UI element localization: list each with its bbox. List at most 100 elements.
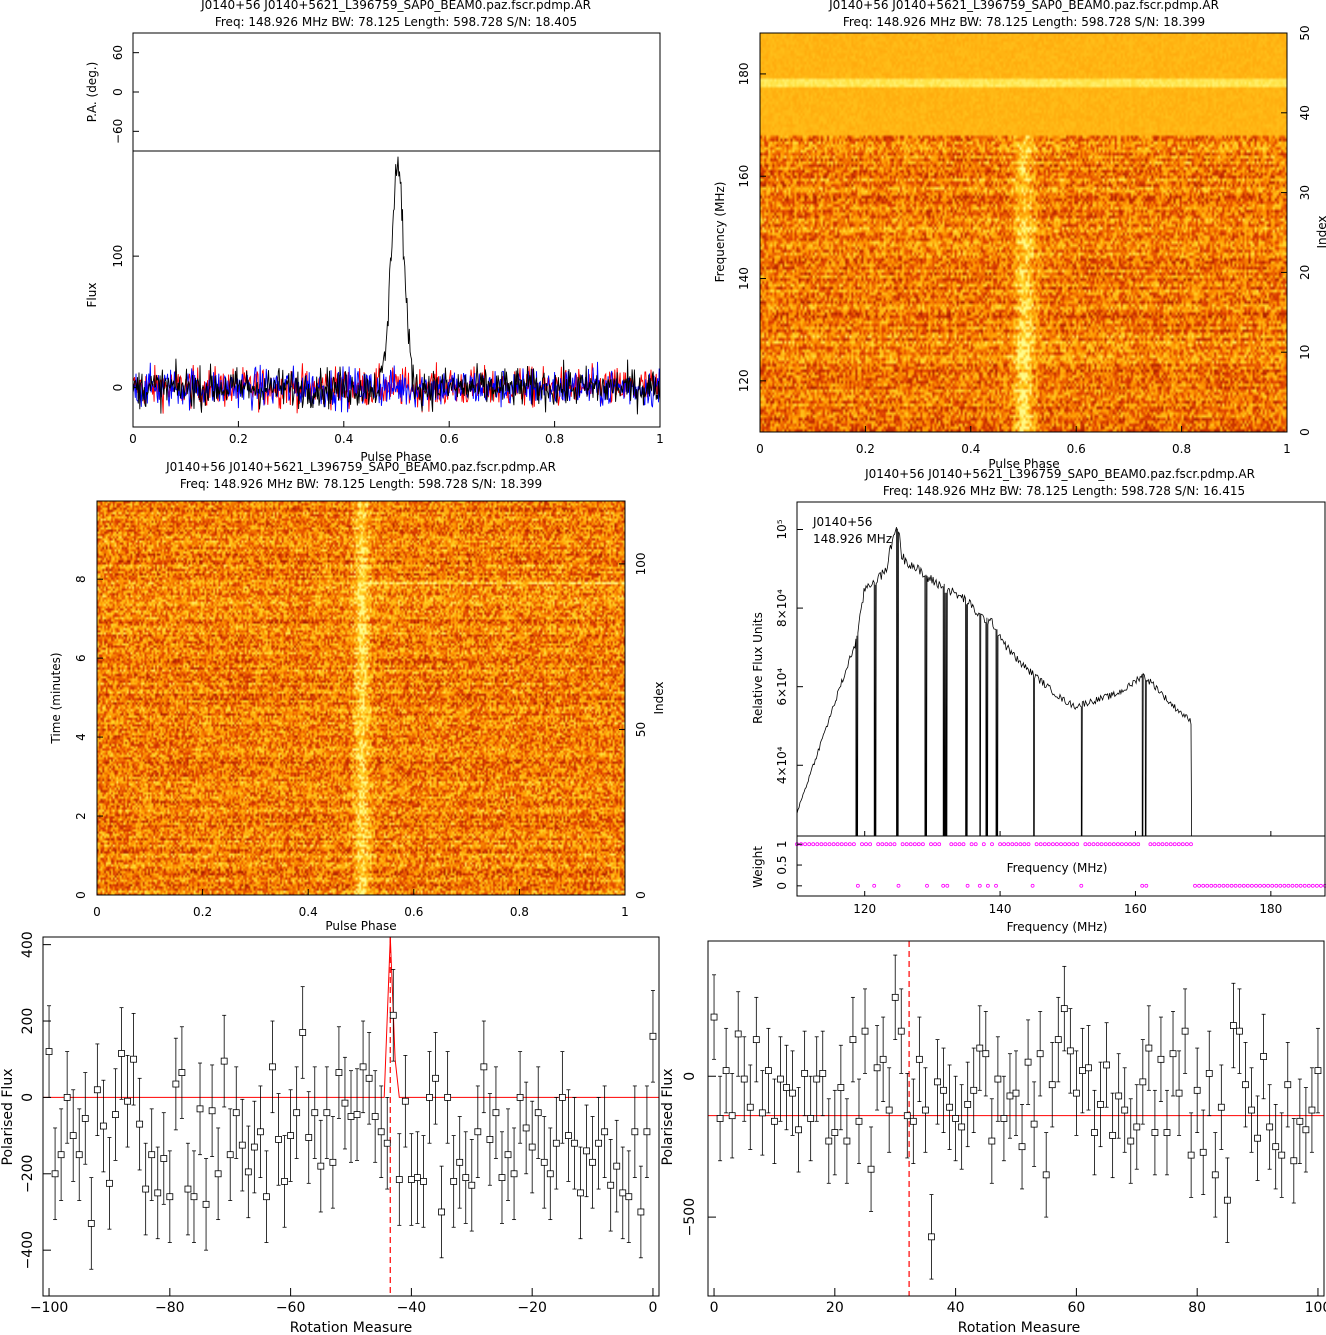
profile-subtitle: Freq: 148.926 MHz BW: 78.125 Length: 598… bbox=[215, 15, 577, 29]
rm-right-point bbox=[946, 1103, 953, 1111]
rm-right-point bbox=[849, 1036, 857, 1044]
weight-point bbox=[860, 842, 864, 847]
rm-left-point bbox=[69, 1132, 77, 1139]
freq-phase-x-tick-label: 1 bbox=[1283, 442, 1291, 456]
time-phase-x-tick-label: 0.4 bbox=[299, 905, 318, 919]
rm-left-point bbox=[371, 1113, 379, 1120]
rm-right-point bbox=[1290, 1157, 1298, 1165]
weight-point bbox=[900, 842, 905, 847]
rm-left-point bbox=[504, 1151, 512, 1159]
weight-point bbox=[1294, 883, 1299, 888]
freq-phase-x-tick-label: 0.4 bbox=[961, 442, 980, 456]
rm-right-x-tick-label: 40 bbox=[947, 1300, 965, 1316]
rm-right-x-label: Rotation Measure bbox=[958, 1320, 1081, 1335]
rm-left-point bbox=[106, 1179, 113, 1187]
rm-right-point bbox=[758, 1109, 766, 1117]
rm-right-point bbox=[958, 1123, 966, 1131]
rm-right-point bbox=[1296, 1117, 1304, 1125]
weight-point bbox=[1140, 883, 1145, 888]
profile-x-tick-label: 0.8 bbox=[545, 432, 564, 446]
rm-left-point bbox=[214, 1170, 222, 1178]
rm-left-point bbox=[414, 1174, 421, 1182]
weight-point bbox=[977, 883, 982, 888]
rm-right-point bbox=[1072, 1089, 1080, 1097]
rm-left-point bbox=[81, 1115, 89, 1122]
weight-point bbox=[815, 842, 820, 847]
flux-axes-frame bbox=[132, 150, 661, 428]
rm-left-point bbox=[190, 1193, 198, 1201]
freq-phase-x-tick-label: 0 bbox=[756, 442, 764, 456]
rm-left-point bbox=[613, 1162, 621, 1170]
weight-point bbox=[1075, 842, 1080, 847]
weight-point bbox=[1156, 842, 1161, 847]
bandpass-x-tick-label: 140 bbox=[989, 902, 1012, 916]
weight-y-label: Weight bbox=[751, 846, 765, 888]
rm-right-point bbox=[740, 1075, 748, 1083]
weight-point bbox=[973, 842, 978, 847]
rm-left-y-tick-label: 200 bbox=[20, 1008, 36, 1035]
rm-left-point bbox=[383, 1139, 391, 1147]
rm-left-point bbox=[208, 1107, 216, 1115]
weight-point bbox=[961, 842, 966, 847]
rm-left-point bbox=[136, 1120, 144, 1128]
rm-left-point bbox=[329, 1158, 337, 1166]
rm-left-point bbox=[365, 1074, 373, 1082]
weight-point bbox=[1148, 842, 1153, 847]
weight-point bbox=[1185, 842, 1189, 847]
weight-y-tick-label: 1 bbox=[775, 840, 789, 848]
rm-right-point bbox=[831, 1129, 839, 1136]
rm-left-point bbox=[377, 1128, 385, 1136]
rm-left-point bbox=[583, 1147, 590, 1155]
rm-right-point bbox=[903, 1112, 911, 1120]
profile-x-tick-label: 0.6 bbox=[440, 432, 459, 446]
rm-right-point bbox=[789, 1089, 796, 1097]
profile-title: J0140+56 J0140+5621_L396759_SAP0_BEAM0.p… bbox=[200, 0, 591, 12]
rm-left-y-tick-label: 400 bbox=[20, 931, 36, 958]
rm-left-point bbox=[238, 1141, 246, 1149]
weight-point bbox=[1067, 842, 1071, 847]
rm-left-point bbox=[540, 1158, 548, 1166]
freq-phase-index-label: Index bbox=[1315, 215, 1326, 248]
rm-right-point bbox=[801, 1070, 809, 1077]
bandpass-line bbox=[796, 526, 1192, 837]
weight-point bbox=[1213, 883, 1218, 888]
rm-right-point bbox=[722, 1067, 730, 1075]
weight-point bbox=[1055, 842, 1059, 847]
rm-left-point bbox=[287, 1132, 295, 1139]
rm-left-point bbox=[426, 1094, 433, 1101]
weight-point bbox=[1087, 842, 1092, 847]
rm-right-point bbox=[928, 1233, 935, 1241]
freq-phase-index-tick-label: 40 bbox=[1298, 105, 1312, 120]
weight-point bbox=[892, 842, 897, 847]
rm-left-point bbox=[389, 1011, 397, 1019]
rm-left-point bbox=[244, 1168, 252, 1176]
rm-left-point bbox=[625, 1193, 633, 1201]
rm-left-point bbox=[154, 1189, 162, 1197]
weight-point bbox=[1051, 842, 1055, 847]
rm-left-point bbox=[305, 1134, 313, 1141]
weight-point bbox=[1030, 883, 1035, 888]
rm-right-point bbox=[1205, 1070, 1213, 1077]
weight-point bbox=[1172, 842, 1177, 847]
weight-point bbox=[1221, 883, 1226, 888]
rm-left-point bbox=[552, 1139, 560, 1147]
freq-phase-title: J0140+56 J0140+5621_L396759_SAP0_BEAM0.p… bbox=[828, 0, 1219, 12]
rm-left-x-tick-label: −40 bbox=[397, 1300, 427, 1316]
rm-right-point bbox=[1079, 1067, 1086, 1075]
weight-point bbox=[1010, 842, 1015, 847]
bandpass-annot-freq: 148.926 MHz bbox=[813, 532, 892, 546]
rm-left-point bbox=[510, 1170, 518, 1178]
weight-point bbox=[1233, 883, 1238, 888]
weight-point bbox=[864, 842, 868, 847]
weight-point bbox=[872, 883, 877, 888]
weight-point bbox=[998, 842, 1002, 847]
rm-left-point bbox=[486, 1136, 494, 1143]
freq-phase-y-tick-label: 120 bbox=[737, 369, 751, 392]
weight-point bbox=[1018, 842, 1023, 847]
weight-point bbox=[1250, 883, 1254, 888]
weight-point bbox=[1274, 883, 1279, 888]
rm-right-x-tick-label: 0 bbox=[710, 1300, 719, 1316]
weight-point bbox=[1241, 883, 1246, 888]
rm-left-point bbox=[643, 1128, 651, 1136]
time-phase-x-tick-label: 1 bbox=[621, 905, 629, 919]
